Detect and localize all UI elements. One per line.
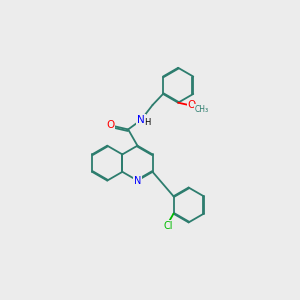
Text: N: N [137, 115, 145, 124]
Text: H: H [144, 118, 151, 127]
Text: CH₃: CH₃ [194, 105, 208, 114]
Text: O: O [188, 100, 196, 110]
Text: N: N [134, 176, 141, 186]
Text: O: O [106, 120, 114, 130]
Text: Cl: Cl [164, 221, 173, 231]
